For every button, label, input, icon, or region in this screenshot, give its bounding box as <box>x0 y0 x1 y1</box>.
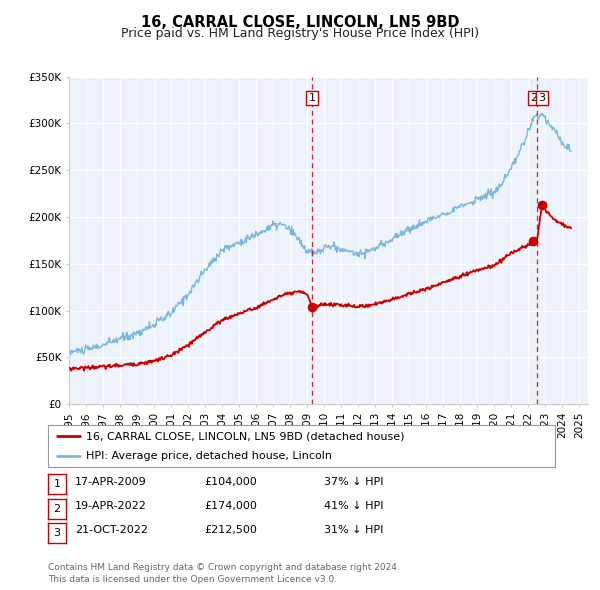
Text: 17-APR-2009: 17-APR-2009 <box>75 477 147 487</box>
Text: Contains HM Land Registry data © Crown copyright and database right 2024.
This d: Contains HM Land Registry data © Crown c… <box>48 563 400 584</box>
Text: 41% ↓ HPI: 41% ↓ HPI <box>324 502 383 511</box>
Text: 1: 1 <box>308 93 316 103</box>
Text: £104,000: £104,000 <box>204 477 257 487</box>
Text: 21-OCT-2022: 21-OCT-2022 <box>75 526 148 535</box>
Text: 19-APR-2022: 19-APR-2022 <box>75 502 147 511</box>
Text: 3: 3 <box>539 93 545 103</box>
Text: HPI: Average price, detached house, Lincoln: HPI: Average price, detached house, Linc… <box>86 451 332 461</box>
Text: Price paid vs. HM Land Registry's House Price Index (HPI): Price paid vs. HM Land Registry's House … <box>121 27 479 40</box>
Text: 16, CARRAL CLOSE, LINCOLN, LN5 9BD: 16, CARRAL CLOSE, LINCOLN, LN5 9BD <box>141 15 459 30</box>
Text: 3: 3 <box>53 528 61 537</box>
Text: 16, CARRAL CLOSE, LINCOLN, LN5 9BD (detached house): 16, CARRAL CLOSE, LINCOLN, LN5 9BD (deta… <box>86 431 404 441</box>
Text: £212,500: £212,500 <box>204 526 257 535</box>
Text: 2: 2 <box>530 93 537 103</box>
Text: 2: 2 <box>53 504 61 513</box>
Text: £174,000: £174,000 <box>204 502 257 511</box>
Text: 1: 1 <box>53 480 61 489</box>
Text: 31% ↓ HPI: 31% ↓ HPI <box>324 526 383 535</box>
Text: 37% ↓ HPI: 37% ↓ HPI <box>324 477 383 487</box>
